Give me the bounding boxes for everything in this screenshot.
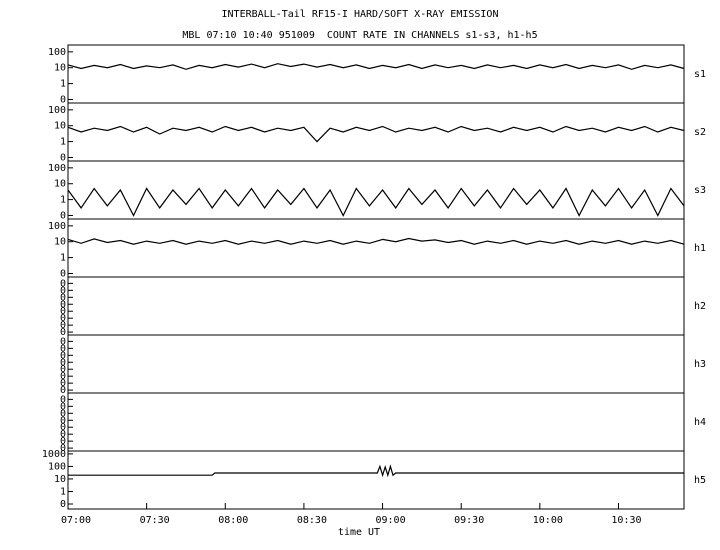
y-tick-label: 10 [54, 237, 66, 248]
y-tick-label: 0 [60, 436, 66, 447]
panel-frame [67, 44, 685, 104]
panel-frame [67, 218, 685, 278]
y-tick-label: 100 [48, 461, 66, 472]
y-tick-label: 0 [60, 443, 66, 454]
x-tick-label: 09:00 [375, 515, 405, 526]
y-tick-label: 0 [60, 336, 66, 347]
data-line [67, 125, 685, 143]
y-tick-label: 0 [60, 306, 66, 317]
panel-frame [67, 450, 685, 510]
panel-label: h1 [694, 243, 706, 254]
y-tick-label: 1 [60, 486, 66, 497]
panel-label: h2 [694, 301, 706, 312]
y-tick-label: 0 [60, 394, 66, 405]
x-tick-label: 08:30 [297, 515, 327, 526]
y-tick-label: 0 [60, 320, 66, 331]
y-tick-label: 0 [60, 268, 66, 279]
panel-frame [67, 334, 685, 394]
y-tick-label: 0 [60, 385, 66, 396]
data-line [67, 187, 685, 217]
y-tick-label: 0 [60, 422, 66, 433]
x-tick-label: 09:30 [454, 515, 484, 526]
y-tick-label: 100 [48, 221, 66, 232]
y-tick-label: 1 [60, 253, 66, 264]
y-tick-label: 0 [60, 327, 66, 338]
x-tick-label: 08:00 [218, 515, 248, 526]
y-tick-label: 100 [48, 105, 66, 116]
y-tick-label: 0 [60, 357, 66, 368]
y-tick-label: 100 [48, 163, 66, 174]
panel-label: h4 [694, 417, 706, 428]
x-axis-label: time UT [338, 527, 380, 538]
y-tick-label: 0 [60, 152, 66, 163]
y-tick-label: 0 [60, 401, 66, 412]
panel-label: s2 [694, 127, 706, 138]
chart-subtitle: MBL 07:10 10:40 951009 COUNT RATE IN CHA… [182, 30, 537, 41]
y-tick-label: 0 [60, 299, 66, 310]
x-tick-label: 07:30 [140, 515, 170, 526]
y-tick-label: 0 [60, 371, 66, 382]
y-tick-label: 0 [60, 278, 66, 289]
x-tick-label: 07:00 [61, 515, 91, 526]
panel-frame [67, 102, 685, 162]
y-tick-label: 0 [60, 210, 66, 221]
y-tick-label: 10 [54, 121, 66, 132]
panel-frame [67, 392, 685, 452]
panel-frame [67, 160, 685, 220]
y-tick-label: 0 [60, 285, 66, 296]
panel-frame [67, 276, 685, 336]
panel-label: s3 [694, 185, 706, 196]
panel-label: h5 [694, 475, 706, 486]
y-tick-label: 1 [60, 79, 66, 90]
y-tick-label: 0 [60, 350, 66, 361]
panel-label: h3 [694, 359, 706, 370]
y-tick-label: 0 [60, 343, 66, 354]
y-tick-label: 0 [60, 94, 66, 105]
y-tick-label: 10 [54, 474, 66, 485]
y-tick-label: 1 [60, 195, 66, 206]
y-tick-label: 0 [60, 313, 66, 324]
y-tick-label: 10 [54, 179, 66, 190]
panel-label: s1 [694, 69, 706, 80]
y-tick-label: 1000 [42, 449, 66, 460]
x-tick-label: 10:00 [533, 515, 563, 526]
y-tick-label: 0 [60, 292, 66, 303]
x-tick-label: 10:30 [611, 515, 641, 526]
y-tick-label: 0 [60, 499, 66, 510]
y-tick-label: 0 [60, 429, 66, 440]
data-line [68, 464, 684, 478]
data-line [67, 237, 685, 245]
data-line [67, 63, 685, 70]
y-tick-label: 0 [60, 364, 66, 375]
y-tick-label: 1 [60, 137, 66, 148]
y-tick-label: 0 [60, 378, 66, 389]
y-tick-label: 10 [54, 63, 66, 74]
chart-title: INTERBALL-Tail RF15-I HARD/SOFT X-RAY EM… [222, 9, 499, 20]
y-tick-label: 0 [60, 408, 66, 419]
y-tick-label: 100 [48, 47, 66, 58]
y-tick-label: 0 [60, 415, 66, 426]
